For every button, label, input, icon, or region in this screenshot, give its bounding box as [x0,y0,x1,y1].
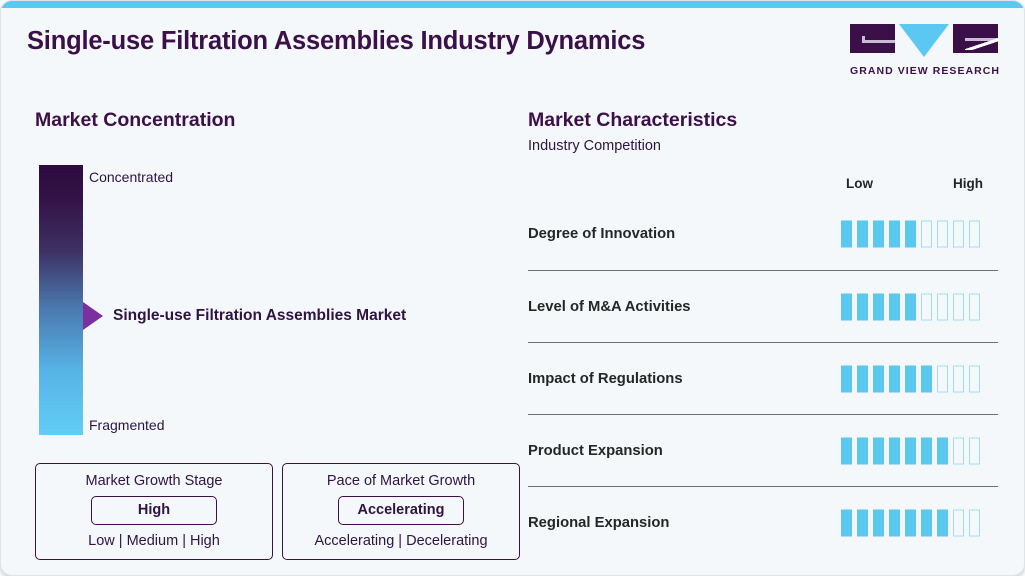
pace-of-market-growth-title: Pace of Market Growth [326,473,476,489]
logo-marks [850,24,998,60]
rating-segment-filled [841,293,852,320]
rating-segment-empty [953,509,964,536]
market-characteristics-subtitle: Industry Competition [528,138,661,154]
stat-boxes: Market Growth Stage High Low | Medium | … [35,463,520,560]
market-concentration-title: Market Concentration [35,109,236,131]
pace-of-market-growth-options: Accelerating | Decelerating [314,533,488,549]
rating-segment-filled [921,509,932,536]
rating-segment-filled [841,509,852,536]
rating-segment-empty [953,293,964,320]
rating-segment-empty [969,220,980,248]
rating-segment-filled [841,220,852,248]
rating-segment-filled [937,437,948,464]
top-accent-bar [1,1,1024,8]
characteristic-label: Impact of Regulations [528,370,683,387]
characteristics-rows: Degree of Innovation Level of M&A Activit… [528,198,998,558]
characteristic-label: Regional Expansion [528,514,670,531]
characteristic-rating-bars [841,437,980,464]
characteristic-rating-bars [841,365,980,392]
rating-segment-filled [889,509,900,536]
rating-segment-filled [889,220,900,248]
rating-segment-filled [937,509,948,536]
characteristic-row: Impact of Regulations [528,342,998,414]
rating-segment-empty [969,365,980,392]
rating-segment-filled [905,293,916,320]
market-growth-stage-title: Market Growth Stage [85,473,223,489]
rating-segment-empty [937,293,948,320]
characteristic-row: Degree of Innovation [528,198,998,270]
rating-segment-filled [873,437,884,464]
rating-segment-empty [937,365,948,392]
characteristic-rating-bars [841,293,980,320]
concentration-gradient-bar [39,165,83,435]
rating-segment-filled [873,220,884,248]
scale-high-label: High [953,176,983,191]
rating-segment-empty [937,220,948,248]
logo-v-triangle-icon [899,24,949,57]
rating-segment-filled [905,220,916,248]
rating-segment-filled [873,509,884,536]
characteristic-row: Level of M&A Activities [528,270,998,342]
characteristic-rating-bars [841,220,980,248]
rating-segment-filled [921,365,932,392]
logo-g-icon [850,24,895,53]
market-growth-stage-options: Low | Medium | High [88,533,220,549]
concentration-gradient-chart: Concentrated Fragmented Single-use Filtr… [35,165,515,435]
market-characteristics-title: Market Characteristics [528,109,738,131]
pace-of-market-growth-value: Accelerating [338,496,464,525]
rating-segment-filled [857,509,868,536]
market-characteristics-section: Market Characteristics Industry Competit… [528,109,998,558]
logo-wordmark: GRAND VIEW RESEARCH [850,65,1001,77]
scale-low-label: Low [846,176,873,191]
page-title: Single-use Filtration Assemblies Industr… [27,27,646,55]
rating-segment-empty [969,293,980,320]
rating-segment-empty [921,293,932,320]
characteristic-label: Product Expansion [528,442,663,459]
rating-segment-filled [905,365,916,392]
marker-label: Single-use Filtration Assemblies Market [113,307,407,325]
marker-arrow-icon [83,302,103,331]
rating-segment-filled [905,437,916,464]
market-concentration-section: Market Concentration Concentrated Fragme… [35,109,515,435]
grand-view-research-logo: GRAND VIEW RESEARCH [850,24,1001,77]
rating-segment-filled [857,365,868,392]
rating-segment-filled [889,365,900,392]
characteristic-label: Degree of Innovation [528,226,676,242]
rating-segment-filled [841,365,852,392]
market-position-marker: Single-use Filtration Assemblies Market [83,302,407,331]
rating-segment-filled [889,437,900,464]
rating-segment-empty [953,437,964,464]
characteristic-row: Regional Expansion [528,486,998,558]
rating-segment-filled [905,509,916,536]
rating-segment-empty [921,220,932,248]
rating-segment-filled [873,365,884,392]
header: Single-use Filtration Assemblies Industr… [1,8,1024,86]
characteristic-rating-bars [841,509,980,536]
characteristic-label: Level of M&A Activities [528,298,691,315]
rating-segment-empty [969,437,980,464]
rating-segment-filled [857,220,868,248]
rating-segment-filled [857,437,868,464]
pace-of-market-growth-box: Pace of Market Growth Accelerating Accel… [282,463,520,560]
scale-header: Low High [528,176,998,198]
concentration-bottom-label: Fragmented [89,417,165,433]
rating-segment-filled [857,293,868,320]
rating-segment-filled [873,293,884,320]
rating-segment-filled [921,437,932,464]
rating-segment-empty [969,509,980,536]
market-growth-stage-box: Market Growth Stage High Low | Medium | … [35,463,273,560]
market-growth-stage-value: High [91,496,217,525]
rating-segment-filled [841,437,852,464]
rating-segment-empty [953,220,964,248]
rating-segment-empty [953,365,964,392]
characteristic-row: Product Expansion [528,414,998,486]
concentration-top-label: Concentrated [89,169,174,185]
rating-segment-filled [889,293,900,320]
logo-r-icon [953,24,998,53]
